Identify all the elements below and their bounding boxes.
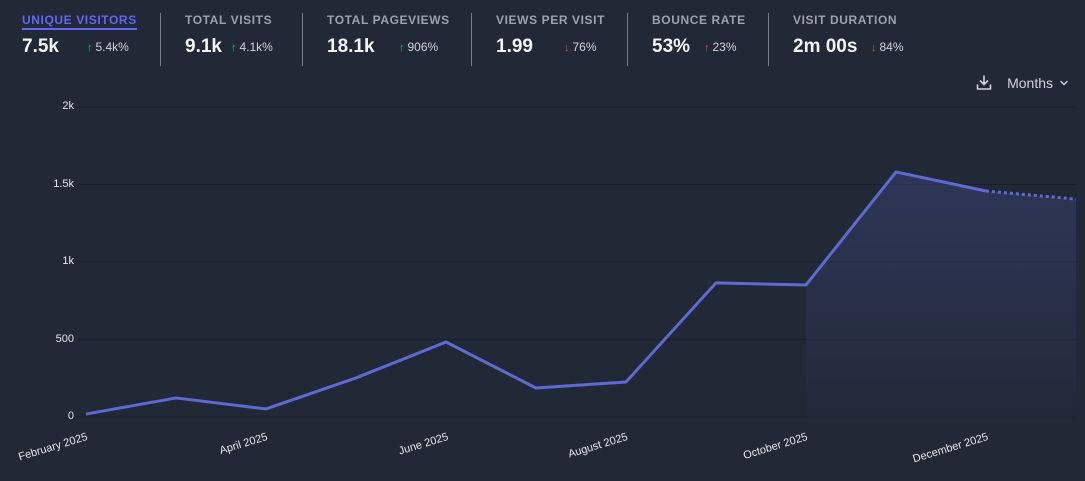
interval-dropdown[interactable]: Months [1007,75,1069,91]
arrow-up-icon: ↑ [87,42,93,54]
chart-plot [78,106,1077,418]
metric-value: 9.1k [185,36,222,57]
metric-value: 2m 00s [793,36,858,57]
metric-change: ↓ 84% [871,40,904,54]
y-tick-label: 0 [67,410,74,422]
metric-value: 1.99 [496,36,533,57]
chart-controls: Months [975,72,1069,94]
arrow-up-icon: ↑ [704,42,710,54]
metric-value: 18.1k [327,36,375,57]
y-tick-label: 1k [62,255,74,267]
divider [160,13,161,66]
metric-label: Views per visit [496,13,606,27]
arrow-down-icon: ↓ [871,42,877,54]
metric-label: Bounce rate [652,13,746,27]
metric-value: 53% [652,36,691,57]
visitors-line-chart[interactable]: 0 500 1k 1.5k 2k February 2025 April 2025 June… [0,95,1085,481]
metric-label: Visit duration [793,13,898,27]
metric-label: Total pageviews [327,13,450,27]
top-stats: Unique visitors 7.5k ↑ 5.4k% Total visits… [0,0,1085,70]
y-tick-label: 500 [55,332,74,345]
arrow-down-icon: ↓ [564,42,570,54]
download-icon[interactable] [975,74,993,92]
metric-label: Total visits [185,13,273,27]
divider [768,13,769,66]
metric-change: ↓ 76% [564,40,597,54]
metric-change: ↑ 906% [399,40,439,54]
arrow-up-icon: ↑ [399,42,405,54]
y-tick-label: 2k [62,100,74,112]
divider [302,13,303,66]
arrow-up-icon: ↑ [231,42,237,54]
divider [627,13,628,66]
metric-change: ↑ 23% [704,40,737,54]
metric-value: 7.5k [22,36,59,57]
divider [471,13,472,66]
metric-label: Unique visitors [22,13,137,30]
interval-label: Months [1007,75,1053,91]
metric-change: ↑ 5.4k% [87,40,129,54]
chevron-down-icon [1060,80,1068,86]
metric-change: ↑ 4.1k% [231,40,273,54]
y-tick-label: 1.5k [53,177,74,190]
